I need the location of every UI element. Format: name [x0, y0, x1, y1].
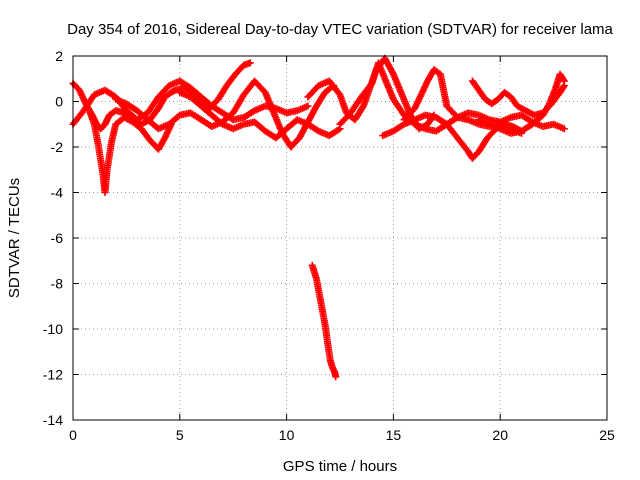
data-point: [559, 83, 567, 91]
y-tick-label: -6: [51, 230, 64, 246]
data-point: [560, 125, 568, 133]
series-sat-e: [176, 88, 344, 142]
x-tick-label: 10: [279, 427, 295, 443]
series-sat-i: [400, 66, 568, 133]
y-tick-label: -14: [43, 412, 63, 428]
x-tick-label: 20: [492, 427, 508, 443]
y-tick-label: 2: [55, 48, 63, 64]
data-point: [246, 59, 254, 67]
series-sat-outlier: [308, 261, 340, 381]
data-point: [559, 76, 567, 84]
series-sat-c: [69, 77, 312, 128]
data-point: [304, 102, 312, 110]
x-tick-label: 0: [69, 427, 77, 443]
y-tick-label: -12: [43, 367, 63, 383]
data-point: [560, 77, 568, 85]
x-axis-label: GPS time / hours: [283, 458, 397, 475]
data-point: [332, 373, 340, 381]
y-tick-label: -4: [51, 185, 64, 201]
y-tick-label: -10: [43, 321, 63, 337]
x-tick-label: 25: [599, 427, 615, 443]
series-sat-d: [112, 77, 338, 151]
x-tick-label: 5: [176, 427, 184, 443]
data-points: [69, 54, 568, 381]
y-tick-label: -2: [51, 139, 64, 155]
series-sat-b: [86, 109, 175, 196]
x-tick-label: 15: [386, 427, 402, 443]
series-sat-k: [475, 70, 568, 137]
y-axis-label: SDTVAR / TECUs: [6, 178, 23, 298]
chart-title: Day 354 of 2016, Sidereal Day-to-day VTE…: [67, 21, 613, 38]
data-point: [334, 126, 342, 134]
y-tick-label: -8: [51, 276, 64, 292]
plot-frame: [72, 55, 608, 421]
y-tick-label: 0: [55, 94, 63, 110]
